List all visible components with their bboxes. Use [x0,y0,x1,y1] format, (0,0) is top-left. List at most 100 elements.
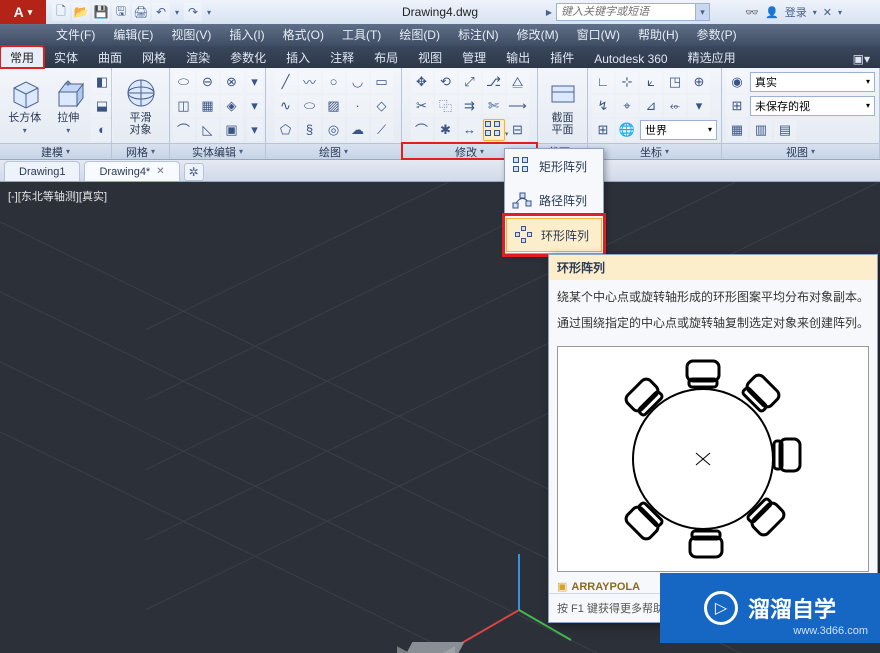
union-icon[interactable]: ⬭ [173,71,195,93]
offset-icon[interactable]: ⇉ [459,95,481,117]
trim-icon[interactable]: ✄ [483,95,505,117]
pline-icon[interactable]: 〰 [299,71,321,93]
vp3-icon[interactable]: ▤ [774,119,796,141]
menu-draw[interactable]: 绘图(D) [391,24,448,46]
panel-solidedit-label[interactable]: 实体编辑▾ [170,143,265,159]
qat-saveall-icon[interactable]: 🖫 [112,3,130,21]
tab-insert[interactable]: 插入 [276,46,320,68]
search-go-icon[interactable]: 👓 [745,6,759,19]
move3d-icon[interactable]: ✥ [411,71,433,93]
panel-view-label[interactable]: 视图▾ [722,143,879,159]
qat-save-icon[interactable]: 💾 [92,3,110,21]
revolve-icon[interactable]: ◐ [91,119,113,141]
new-tab-button[interactable]: ✲ [184,163,204,181]
ucs11-icon[interactable]: ⊞ [592,119,614,141]
rect-icon[interactable]: ▭ [371,71,393,93]
3dpoly-icon[interactable]: ⟋ [371,119,393,141]
copy-icon[interactable]: ⿻ [435,95,457,117]
spline-icon[interactable]: ∿ [275,95,297,117]
ucs4-icon[interactable]: ◳ [664,71,686,93]
tab-addins[interactable]: 插件 [540,46,584,68]
scale3d-icon[interactable]: ⤢ [459,71,481,93]
signin-label[interactable]: 登录 [785,4,807,20]
extrude-dd-icon[interactable]: ▾ [66,126,70,135]
se-dd1[interactable]: ▾ [247,71,263,93]
ucs7-icon[interactable]: ⌖ [616,95,638,117]
section-button[interactable]: 截面 平面 [542,74,583,138]
view-dropdown[interactable]: 未保存的视▾ [750,96,875,116]
break-icon[interactable]: ⊟ [507,119,529,141]
se-dd3[interactable]: ▾ [247,119,263,141]
flyout-rect-array[interactable]: 矩形阵列 [505,149,603,183]
line-icon[interactable]: ╱ [275,71,297,93]
stretch-icon[interactable]: ↔ [459,119,481,141]
tab-surface[interactable]: 曲面 [88,46,132,68]
vp2-icon[interactable]: ▥ [750,119,772,141]
extend-icon[interactable]: ⟶ [507,95,529,117]
tab-view[interactable]: 视图 [408,46,452,68]
chamfer-edge-icon[interactable]: ◺ [197,119,219,141]
search-dd[interactable]: ▾ [696,3,710,21]
fillet-edge-icon[interactable]: ⌒ [173,119,195,141]
menu-insert[interactable]: 插入(I) [221,24,272,46]
panel-draw-label[interactable]: 绘图▾ [266,143,401,159]
exchange-icon[interactable]: ✕ [823,6,832,19]
help-dd[interactable]: ▾ [838,8,842,17]
box-solid[interactable] [404,642,460,653]
signin-dd[interactable]: ▾ [813,8,817,17]
box-dd-icon[interactable]: ▾ [23,126,27,135]
imprint-icon[interactable]: ◈ [221,95,243,117]
doc-tab-2[interactable]: Drawing4*✕ [84,161,179,181]
extrude-button[interactable]: 拉伸 ▾ [48,74,90,137]
fillet-icon[interactable]: ⌒ [411,119,433,141]
ucs10-icon[interactable]: ▾ [688,95,710,117]
slice-icon[interactable]: ◫ [173,95,195,117]
doc-tab-1[interactable]: Drawing1 [4,161,80,181]
panel-mesh-label[interactable]: 网格▾ [112,143,169,159]
box-button[interactable]: 长方体 ▾ [4,74,46,137]
smooth-button[interactable]: 平滑 对象 [119,74,163,138]
menu-param[interactable]: 参数(P) [689,24,745,46]
se-dd2[interactable]: ▾ [247,95,263,117]
polysolid-icon[interactable]: ◧ [91,71,113,93]
signin-icon[interactable]: 👤 [765,6,779,19]
subtract-icon[interactable]: ⊖ [197,71,219,93]
panel-modeling-label[interactable]: 建模▾ [0,143,111,159]
close-tab-icon[interactable]: ✕ [156,166,164,177]
shell-icon[interactable]: ▣ [221,119,243,141]
qat-new-icon[interactable]: 🗋 [52,3,70,21]
intersect-icon[interactable]: ⊗ [221,71,243,93]
search-input[interactable] [556,3,696,21]
flyout-path-array[interactable]: 路径阵列 [505,183,603,217]
visual-style-dropdown[interactable]: 真实▾ [750,72,875,92]
qat-undo-dd[interactable]: ▾ [172,3,182,21]
qat-print-icon[interactable]: 🖨 [132,3,150,21]
ucs3-icon[interactable]: ⟀ [640,71,662,93]
tab-render[interactable]: 渲染 [176,46,220,68]
ucs9-icon[interactable]: ⬰ [664,95,686,117]
menu-file[interactable]: 文件(F) [48,24,103,46]
donut-icon[interactable]: ◎ [323,119,345,141]
tab-expand-icon[interactable]: ▣▾ [843,49,880,68]
menu-edit[interactable]: 编辑(E) [105,24,161,46]
erase-icon[interactable]: ✂ [411,95,433,117]
polygon-icon[interactable]: ⬠ [275,119,297,141]
tab-layout[interactable]: 布局 [364,46,408,68]
vis-icon[interactable]: ◉ [726,71,748,93]
tab-solid[interactable]: 实体 [44,46,88,68]
presspull-icon[interactable]: ⬓ [91,95,113,117]
search-play-icon[interactable]: ▶ [542,8,556,17]
world-dropdown[interactable]: 世界▾ [640,120,717,140]
tab-parametric[interactable]: 参数化 [220,46,276,68]
flyout-polar-array[interactable]: 环形阵列 [506,218,602,252]
ucs5-icon[interactable]: ⊕ [688,71,710,93]
arc-icon[interactable]: ◡ [347,71,369,93]
menu-window[interactable]: 窗口(W) [569,24,628,46]
world-icon[interactable]: 🌐 [616,119,638,141]
menu-modify[interactable]: 修改(M) [509,24,567,46]
tab-featured[interactable]: 精选应用 [678,46,746,68]
ucs2-icon[interactable]: ⊹ [616,71,638,93]
qat-redo-icon[interactable]: ↷ [184,3,202,21]
vp1-icon[interactable]: ▦ [726,119,748,141]
ucs-icon[interactable]: ∟ [592,71,614,93]
